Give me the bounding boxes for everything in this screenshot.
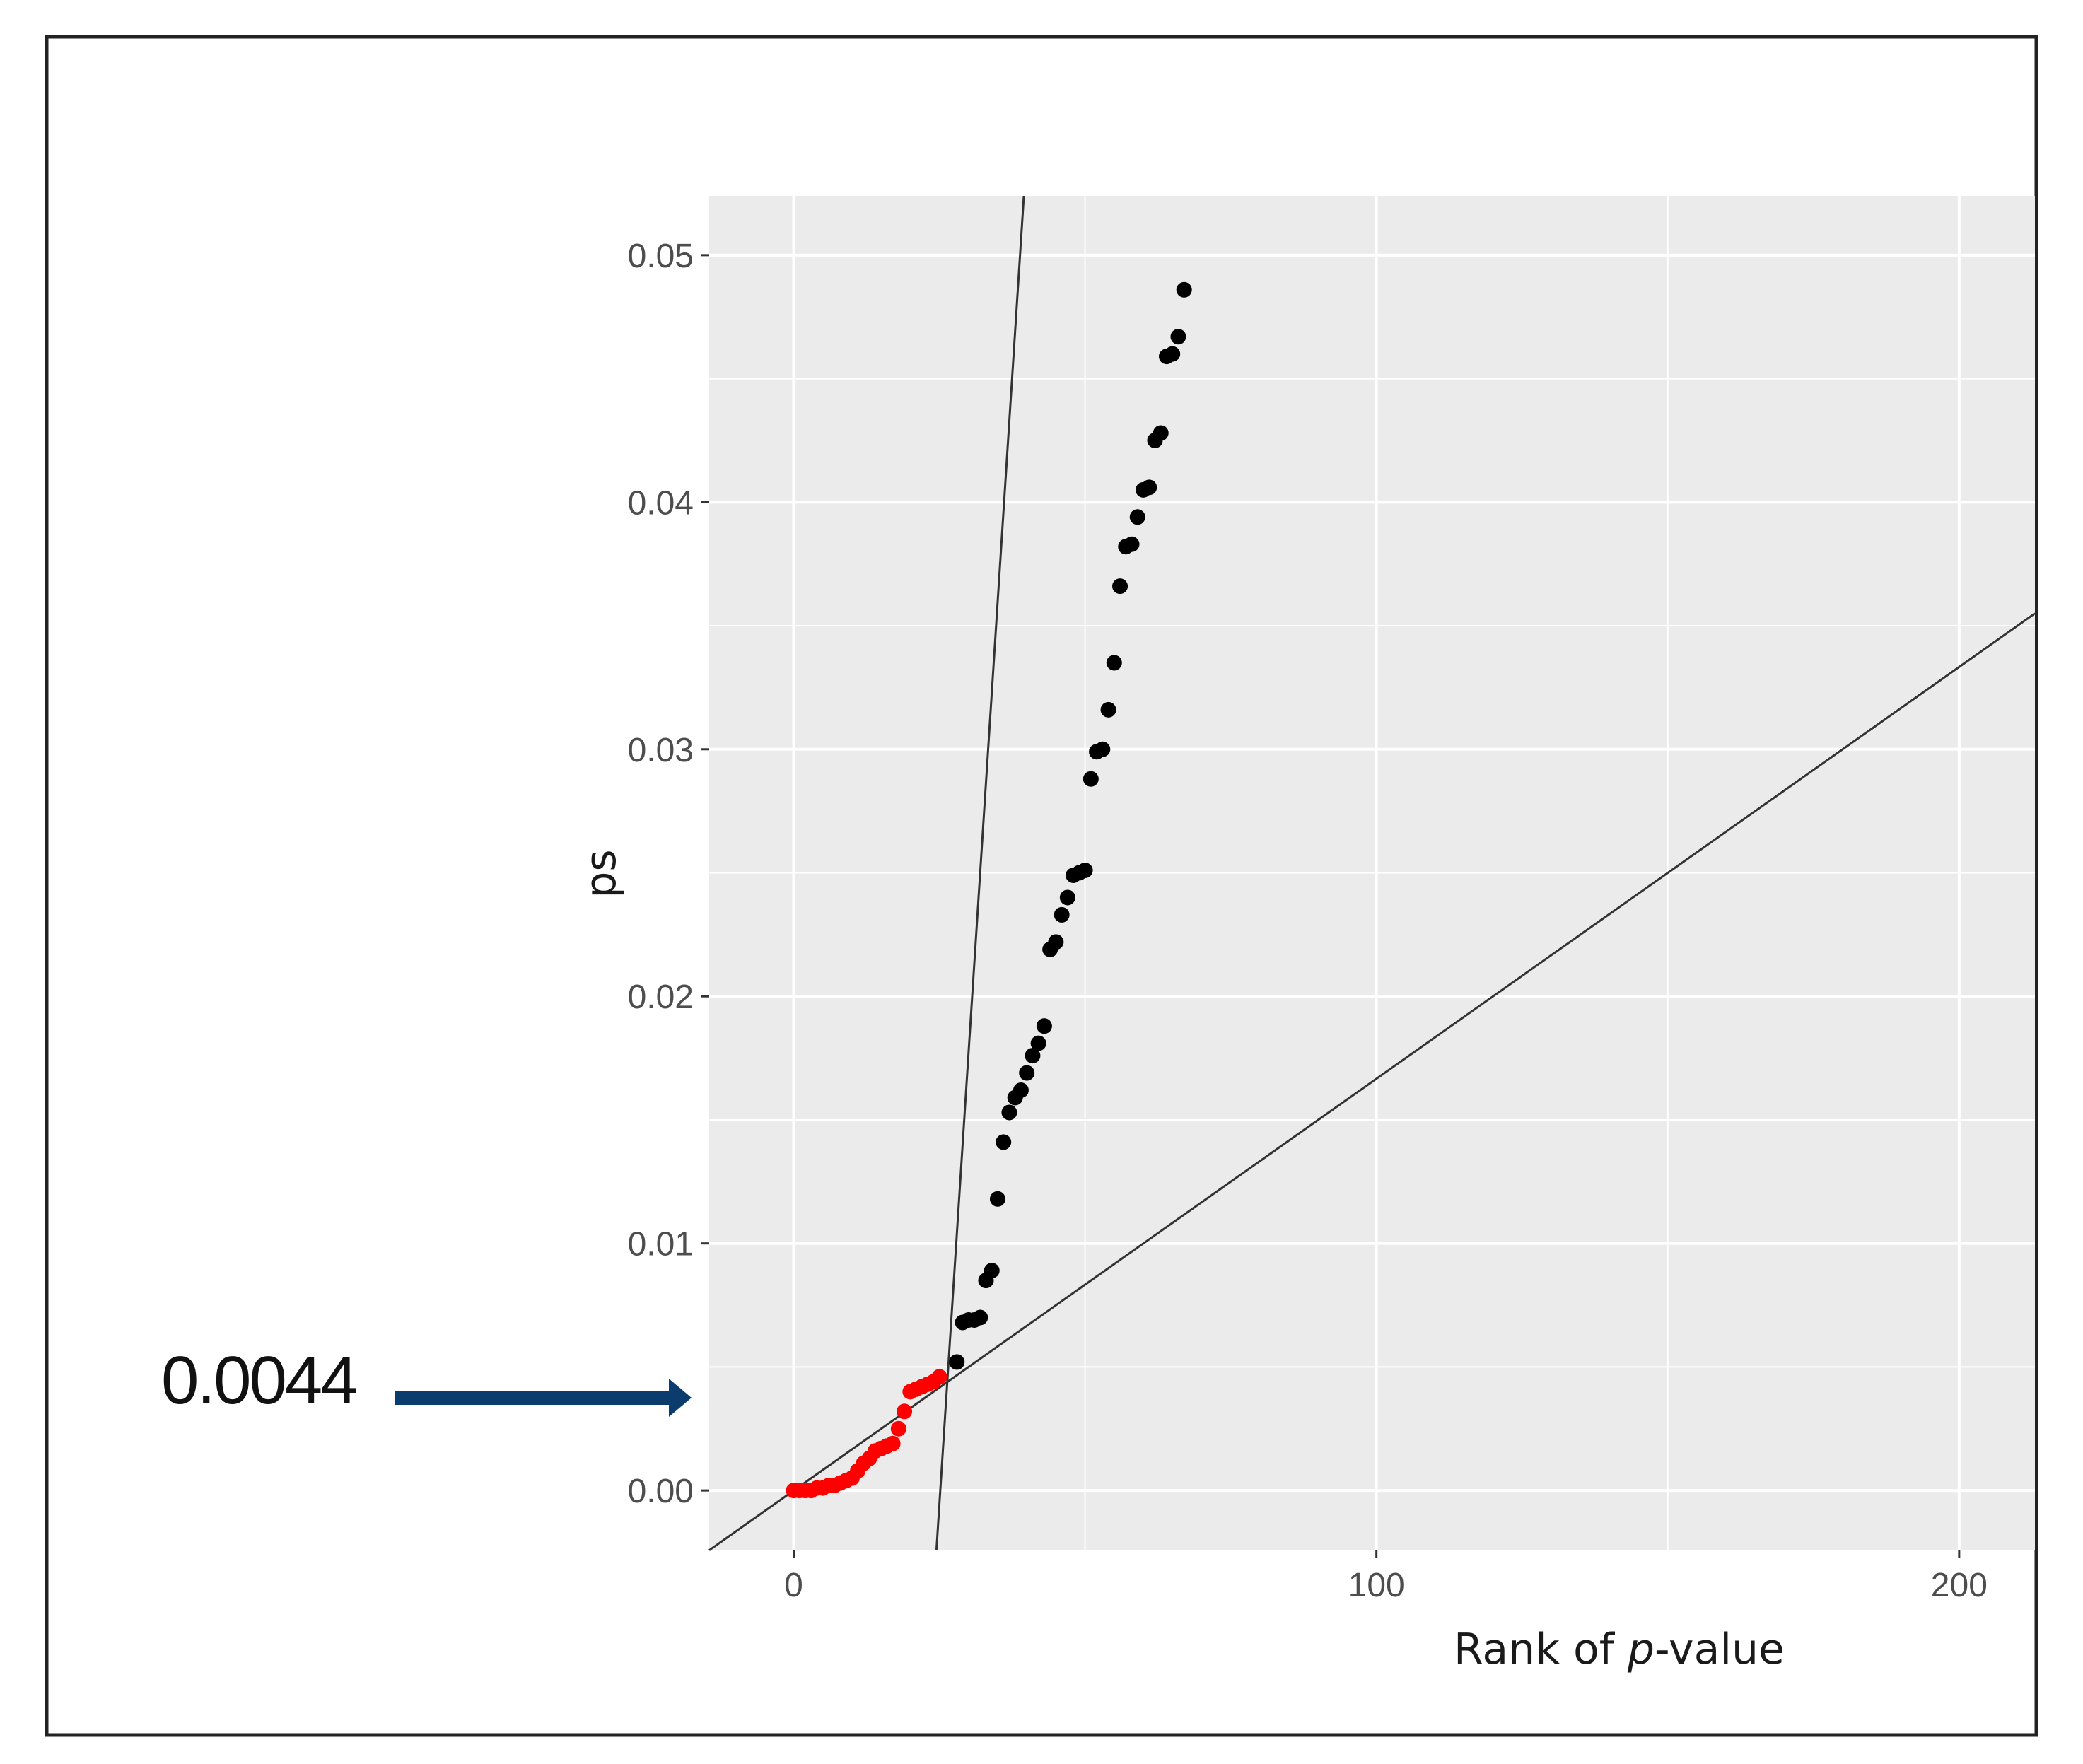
point-not-significant bbox=[1025, 1048, 1041, 1064]
bh-threshold-line bbox=[708, 612, 2036, 1551]
y-tick-label: 0.02 bbox=[628, 979, 694, 1016]
point-not-significant bbox=[1112, 578, 1128, 595]
point-not-significant bbox=[1013, 1082, 1029, 1099]
point-not-significant bbox=[1106, 655, 1122, 671]
point-not-significant bbox=[1176, 281, 1192, 298]
point-not-significant bbox=[1153, 425, 1169, 441]
point-not-significant bbox=[1100, 701, 1116, 718]
point-significant bbox=[897, 1403, 913, 1420]
point-not-significant bbox=[1083, 771, 1099, 787]
point-not-significant bbox=[1019, 1065, 1035, 1081]
y-axis-title: ps bbox=[576, 849, 626, 898]
point-not-significant bbox=[949, 1354, 965, 1370]
point-not-significant bbox=[1077, 863, 1093, 879]
point-not-significant bbox=[1141, 479, 1157, 496]
x-tick-label: 0 bbox=[784, 1567, 803, 1604]
threshold-arrow-head bbox=[669, 1379, 692, 1417]
x-axis-title-suffix: -value bbox=[1655, 1625, 1785, 1674]
x-axis-title: Rank of p-value bbox=[1454, 1625, 1785, 1674]
threshold-annotation: 0.0044 bbox=[161, 1343, 356, 1418]
threshold-arrow-shaft bbox=[395, 1391, 677, 1405]
point-not-significant bbox=[1036, 1018, 1052, 1034]
y-tick-label: 0.04 bbox=[628, 484, 694, 522]
point-not-significant bbox=[1030, 1035, 1046, 1051]
x-axis: 0 100 200 bbox=[784, 1550, 1988, 1604]
point-not-significant bbox=[1129, 509, 1145, 525]
point-not-significant bbox=[972, 1309, 988, 1326]
point-not-significant bbox=[1048, 934, 1064, 950]
y-tick-label: 0.01 bbox=[628, 1226, 694, 1263]
point-not-significant bbox=[1170, 329, 1186, 345]
steep-reference-line bbox=[935, 195, 1025, 1550]
x-tick-label: 100 bbox=[1348, 1567, 1405, 1604]
point-not-significant bbox=[989, 1191, 1005, 1207]
point-not-significant bbox=[1054, 906, 1070, 923]
point-significant bbox=[885, 1435, 901, 1451]
grid-major bbox=[709, 196, 2035, 1550]
y-tick-label: 0.03 bbox=[628, 732, 694, 769]
point-not-significant bbox=[1165, 346, 1181, 362]
y-axis: 0.00 0.01 0.02 0.03 0.04 0.05 bbox=[628, 238, 709, 1510]
x-axis-title-prefix: Rank of bbox=[1454, 1625, 1628, 1674]
point-significant bbox=[931, 1369, 947, 1385]
threshold-arrow bbox=[395, 1379, 692, 1417]
x-tick-label: 200 bbox=[1931, 1567, 1988, 1604]
point-not-significant bbox=[1059, 889, 1075, 906]
point-not-significant bbox=[1124, 536, 1140, 552]
point-not-significant bbox=[1001, 1104, 1017, 1121]
data-points bbox=[786, 281, 1192, 1499]
point-not-significant bbox=[1095, 741, 1111, 757]
reference-lines bbox=[708, 195, 2036, 1551]
point-significant bbox=[890, 1420, 906, 1437]
y-tick-label: 0.00 bbox=[628, 1473, 694, 1510]
grid-minor bbox=[709, 196, 2035, 1550]
y-tick-label: 0.05 bbox=[628, 238, 694, 275]
point-not-significant bbox=[984, 1263, 1000, 1279]
x-axis-title-italic: p bbox=[1627, 1625, 1655, 1674]
point-not-significant bbox=[996, 1134, 1012, 1150]
